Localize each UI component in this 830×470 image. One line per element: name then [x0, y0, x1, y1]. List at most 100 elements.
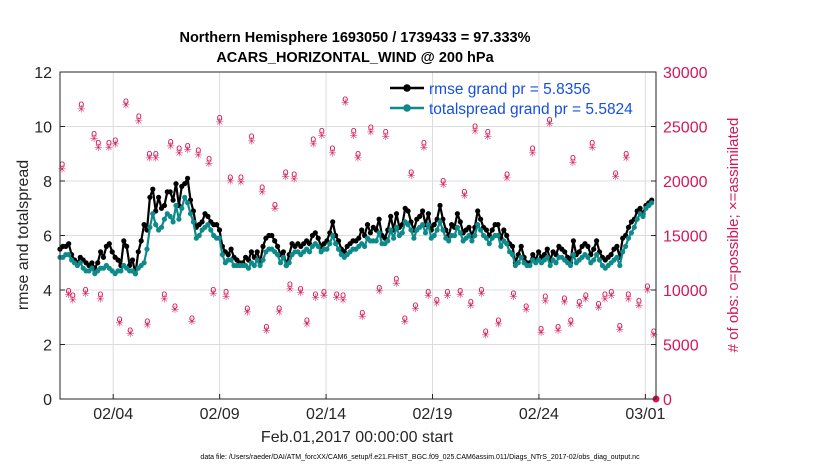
- series-rmse-point: [216, 227, 223, 233]
- legend-rmse-text: rmse grand pr = 5.8356: [429, 81, 591, 98]
- series-rmse-point: [228, 246, 234, 252]
- obs-possible-marker: o: [70, 290, 76, 301]
- series-totalspread-point: [527, 262, 533, 269]
- obs-possible-marker: o: [457, 286, 463, 297]
- y-axis-left-label: rmse and totalspread: [15, 160, 32, 310]
- series-totalspread-point: [509, 252, 516, 258]
- series-totalspread-point: [515, 260, 521, 266]
- obs-assimilated-marker: ✳: [643, 286, 651, 297]
- obs-possible-marker: o: [206, 154, 212, 165]
- series-rmse-point: [576, 249, 582, 255]
- series-totalspread-point: [153, 222, 159, 228]
- series-totalspread-point: [376, 230, 382, 236]
- series-totalspread-point: [150, 211, 156, 217]
- obs-possible-marker: o: [287, 279, 293, 290]
- obs-assimilated-marker: ✳: [115, 318, 123, 329]
- series-totalspread-point: [408, 227, 414, 233]
- series-rmse-point: [359, 227, 365, 233]
- obs-possible-marker: o: [342, 94, 348, 105]
- series-totalspread-point: [623, 243, 629, 249]
- series-rmse-point: [182, 181, 188, 187]
- obs-assimilated-marker: ✳: [166, 142, 174, 153]
- obs-possible-marker: o: [78, 99, 84, 110]
- obs-possible-marker: o: [223, 287, 229, 298]
- series-rmse-point: [478, 216, 484, 222]
- series-rmse-point: [225, 252, 231, 258]
- series-rmse-point: [199, 219, 205, 225]
- series-rmse-point: [425, 211, 431, 217]
- obs-assimilated-marker: ✳: [171, 305, 179, 316]
- x-tick-label: 02/24: [519, 406, 559, 423]
- obs-possible-marker: o: [510, 288, 516, 299]
- obs-possible-marker: o: [595, 299, 601, 310]
- obs-possible-marker: o: [310, 134, 316, 145]
- series-rmse-point: [138, 238, 144, 244]
- series-rmse-point: [417, 213, 423, 219]
- obs-assimilated-marker: ✳: [601, 294, 609, 305]
- series-rmse-point: [205, 213, 211, 219]
- series-totalspread-point: [208, 227, 214, 233]
- series-rmse-point: [269, 232, 275, 239]
- series-totalspread-point: [170, 219, 176, 225]
- chart-title-line1: Northern Hemisphere 1693050 / 1739433 = …: [179, 30, 530, 46]
- obs-assimilated-marker: ✳: [443, 291, 451, 302]
- chart-title-line2: ACARS_HORIZONTAL_WIND @ 200 hPa: [216, 50, 494, 66]
- obs-possible-marker: o: [485, 126, 491, 137]
- obs-possible-marker: o: [82, 285, 88, 296]
- series-totalspread-point: [245, 265, 252, 271]
- series-totalspread-point: [147, 224, 153, 230]
- series-totalspread-point: [434, 227, 440, 233]
- series-rmse-point: [457, 219, 463, 225]
- obs-possible-marker: o: [319, 125, 325, 136]
- series-rmse-point: [254, 249, 260, 255]
- series-rmse-point: [109, 249, 115, 255]
- obs-assimilated-marker: ✳: [64, 290, 72, 301]
- obs-assimilated-marker: ✳: [554, 326, 562, 337]
- obs-assimilated-marker: ✳: [341, 98, 349, 109]
- obs-possible-marker: o: [444, 287, 450, 298]
- obs-possible-marker: o: [340, 290, 346, 301]
- series-rmse-point: [141, 222, 147, 228]
- y-right-tick-label: 10000: [663, 283, 708, 300]
- obs-possible-marker: o: [136, 111, 142, 122]
- y-left-tick-label: 10: [34, 120, 52, 137]
- series-totalspread-point: [393, 224, 400, 230]
- series-rmse-point: [608, 252, 614, 258]
- series-totalspread-point: [469, 238, 475, 244]
- obs-assimilated-marker: ✳: [420, 143, 428, 154]
- obs-assimilated-marker: ✳: [194, 150, 202, 161]
- legend: rmse grand pr = 5.8356 totalspread grand…: [390, 81, 633, 118]
- series-rmse-point: [121, 238, 127, 244]
- obs-assimilated-marker: ✳: [424, 291, 432, 302]
- series-totalspread-point: [388, 227, 394, 233]
- obs-assimilated-marker: ✳: [616, 325, 624, 336]
- obs-assimilated-marker: ✳: [271, 204, 279, 215]
- obs-possible-marker: o: [542, 291, 548, 302]
- series-totalspread-point: [478, 227, 484, 233]
- series-totalspread-point: [625, 235, 632, 241]
- obs-assimilated-marker: ✳: [247, 136, 255, 147]
- obs-possible-marker: o: [172, 301, 178, 312]
- obs-possible-marker: o: [570, 153, 576, 164]
- obs-possible-marker: o: [153, 148, 159, 159]
- series-totalspread-point: [254, 257, 260, 263]
- obs-assimilated-marker: ✳: [122, 100, 130, 111]
- series-totalspread-point: [277, 260, 284, 266]
- series-totalspread-point: [373, 238, 379, 244]
- series-totalspread-point: [446, 238, 452, 244]
- series-totalspread-point: [553, 260, 559, 266]
- obs-possible-marker: o: [421, 137, 427, 148]
- obs-possible-marker: o: [168, 136, 174, 147]
- obs-possible-marker: o: [185, 141, 191, 152]
- series-totalspread-point: [634, 216, 640, 222]
- obs-possible-marker: o: [468, 296, 474, 307]
- obs-possible-marker: o: [434, 294, 440, 305]
- series-totalspread-point: [196, 232, 202, 239]
- series-totalspread-point: [585, 254, 591, 260]
- y-right-tick-label: 25000: [663, 120, 708, 137]
- series-rmse-point: [637, 205, 643, 211]
- obs-possible-marker: o: [617, 320, 623, 331]
- series-totalspread-point: [205, 222, 211, 228]
- series-rmse-point: [330, 219, 336, 225]
- obs-assimilated-marker: ✳: [350, 131, 358, 142]
